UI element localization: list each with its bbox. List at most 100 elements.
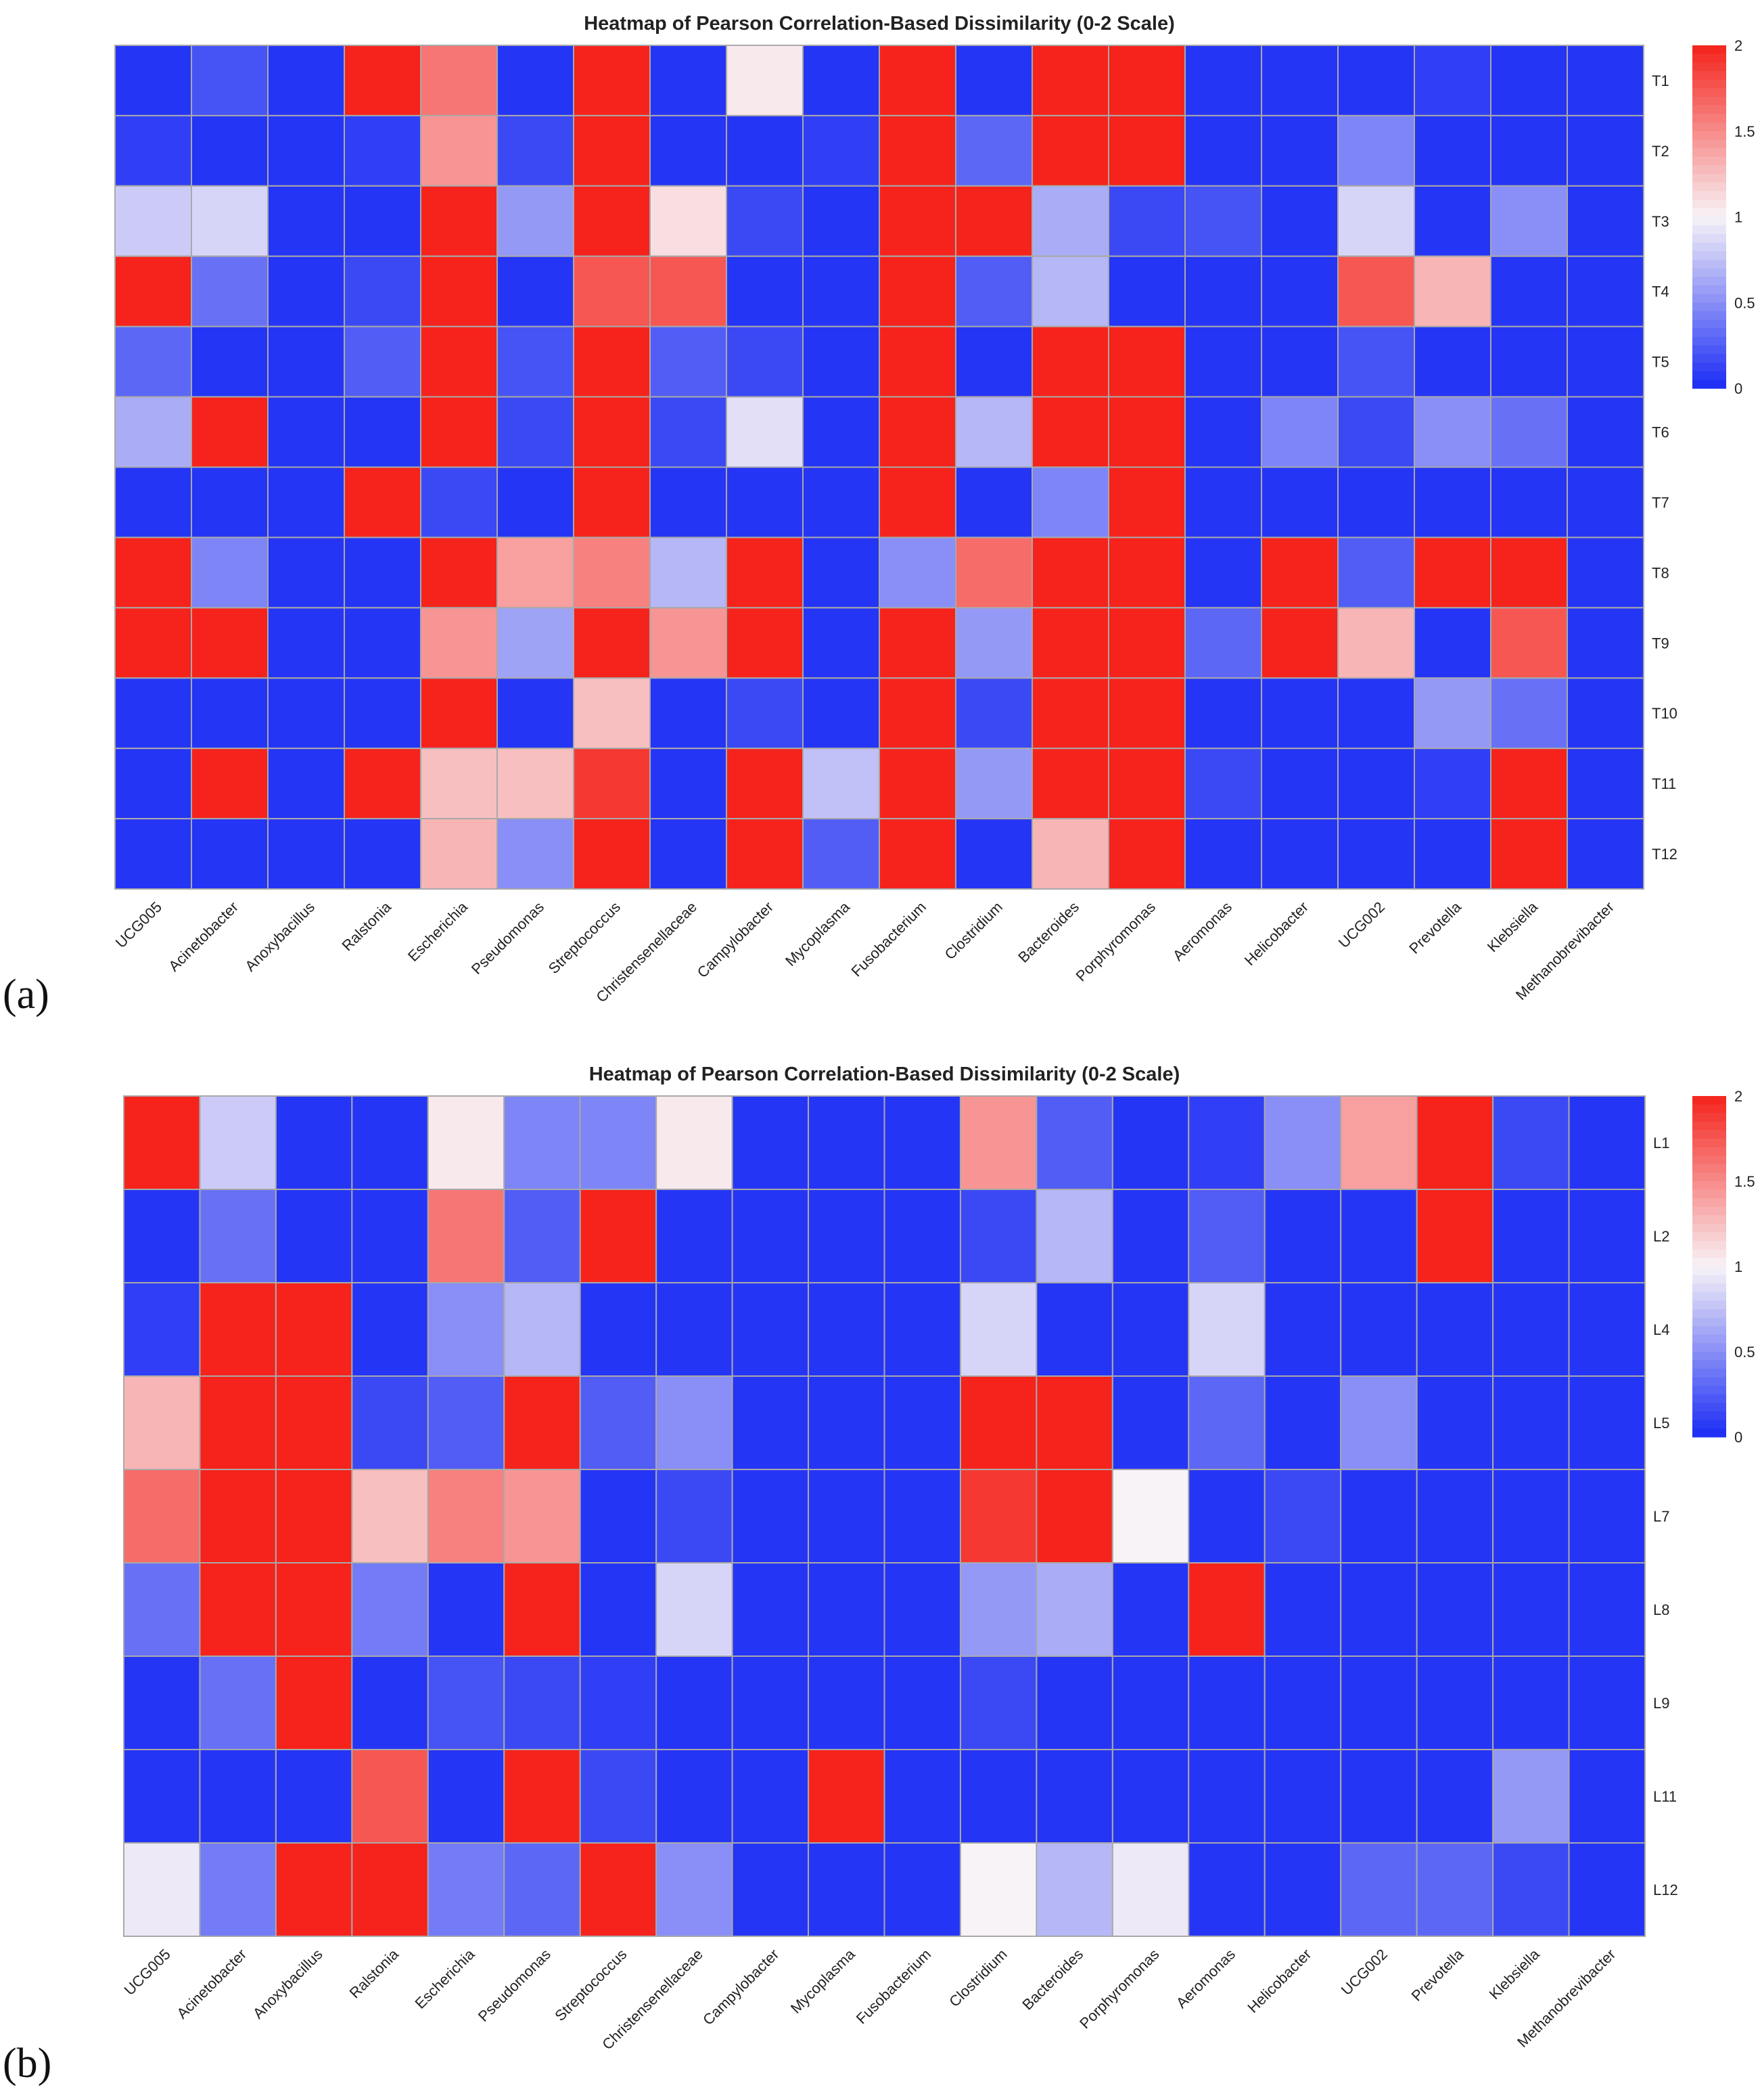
heatmap-cell-L2-Streptococcus xyxy=(579,1189,657,1283)
heatmap-cell-L11-Helicobacter xyxy=(1264,1749,1342,1844)
heatmap-cell-L12-Clostridium xyxy=(959,1842,1038,1937)
heatmap-cell-T4-Porphyromonas xyxy=(1108,255,1186,327)
heatmap-cell-T8-Escherichia xyxy=(420,537,498,609)
column-label-Pseudomonas: Pseudomonas xyxy=(475,1946,554,2025)
heatmap-cell-L5-Streptococcus xyxy=(579,1375,657,1470)
row-label-L2: L2 xyxy=(1653,1228,1669,1245)
colorbar-segment xyxy=(1692,233,1726,244)
colorbar-tick-label: 1.5 xyxy=(1734,1173,1755,1190)
heatmap-cell-T11-UCG005 xyxy=(114,748,192,820)
heatmap-cell-L5-Porphyromonas xyxy=(1111,1375,1190,1470)
heatmap-cell-T6-Methanobrevibacter xyxy=(1567,396,1644,468)
colorbar-segment xyxy=(1692,1104,1726,1114)
heatmap-cell-T5-Christensenellaceae xyxy=(649,325,727,398)
heatmap-cell-T8-Fusobacterium xyxy=(879,537,956,609)
heatmap-cell-L7-Clostridium xyxy=(959,1469,1038,1563)
heatmap-cell-L11-Prevotella xyxy=(1416,1749,1494,1844)
heatmap-cell-T6-Anoxybacillus xyxy=(267,396,345,468)
colorbar-segment xyxy=(1692,294,1726,303)
heatmap-cell-T7-Pseudomonas xyxy=(496,466,574,539)
heatmap-cell-L1-UCG005 xyxy=(123,1095,201,1190)
colorbar-segment xyxy=(1692,97,1726,106)
heatmap-cell-L4-UCG005 xyxy=(123,1282,201,1377)
heatmap-cell-T11-Methanobrevibacter xyxy=(1567,748,1644,820)
heatmap-cell-T1-Acinetobacter xyxy=(191,45,269,116)
heatmap-cell-L8-Campylobacter xyxy=(731,1562,810,1657)
heatmap-cell-T1-Mycoplasma xyxy=(802,45,880,116)
heatmap-cell-T3-Methanobrevibacter xyxy=(1567,185,1644,257)
heatmap-cell-T6-Pseudomonas xyxy=(496,396,574,468)
heatmap-cell-L4-Christensenellaceae xyxy=(655,1282,733,1377)
heatmap-cell-L8-Acinetobacter xyxy=(199,1562,277,1657)
row-label-L9: L9 xyxy=(1653,1695,1669,1712)
heatmap-cell-T3-Aeromonas xyxy=(1184,185,1262,257)
heatmap-cell-T10-Helicobacter xyxy=(1261,677,1339,750)
column-label-UCG002: UCG002 xyxy=(1335,898,1388,951)
column-label-Acinetobacter: Acinetobacter xyxy=(173,1946,250,2022)
heatmap-cell-L9-Anoxybacillus xyxy=(275,1656,353,1750)
heatmap-cell-T7-Mycoplasma xyxy=(802,466,880,539)
heatmap-cell-L7-Escherichia xyxy=(427,1469,505,1563)
colorbar-segment xyxy=(1692,191,1726,200)
heatmap-cell-L7-Ralstonia xyxy=(351,1469,429,1563)
colorbar-segment xyxy=(1692,1249,1726,1258)
heatmap-cell-L7-UCG002 xyxy=(1340,1469,1418,1563)
heatmap-cell-T10-Porphyromonas xyxy=(1108,677,1186,750)
column-label-Escherichia: Escherichia xyxy=(411,1945,478,2012)
colorbar-segment xyxy=(1692,268,1726,277)
heatmap-cell-T7-UCG002 xyxy=(1337,466,1415,539)
heatmap-cell-L9-Fusobacterium xyxy=(883,1656,961,1750)
colorbar-segment xyxy=(1692,156,1726,166)
heatmap-cell-L12-UCG002 xyxy=(1340,1842,1418,1937)
colorbar-segment xyxy=(1692,1241,1726,1250)
colorbar-segment xyxy=(1692,1334,1726,1344)
heatmap-cell-L11-Ralstonia xyxy=(351,1749,429,1844)
heatmap-cell-T12-Clostridium xyxy=(955,818,1033,890)
heatmap-cell-T10-Aeromonas xyxy=(1184,677,1262,750)
column-label-Helicobacter: Helicobacter xyxy=(1241,898,1312,969)
colorbar-segment xyxy=(1692,1232,1726,1241)
column-label-Pseudomonas: Pseudomonas xyxy=(468,898,547,978)
heatmap-cell-T11-Christensenellaceae xyxy=(649,748,727,820)
heatmap-cell-L8-UCG005 xyxy=(123,1562,201,1657)
heatmap-cell-L4-Ralstonia xyxy=(351,1282,429,1377)
heatmap-cell-T7-Aeromonas xyxy=(1184,466,1262,539)
heatmap-cell-T11-Streptococcus xyxy=(573,748,651,820)
heatmap-cell-T11-Klebsiella xyxy=(1490,748,1568,820)
heatmap-cell-T3-Christensenellaceae xyxy=(649,185,727,257)
heatmap-cell-T3-Porphyromonas xyxy=(1108,185,1186,257)
heatmap-cell-T12-Aeromonas xyxy=(1184,818,1262,890)
heatmap-cell-T4-Escherichia xyxy=(420,255,498,327)
heatmap-cell-L12-Escherichia xyxy=(427,1842,505,1937)
colorbar-segment xyxy=(1692,1147,1726,1156)
colorbar-segment xyxy=(1692,1343,1726,1352)
heatmap-cell-T1-Aeromonas xyxy=(1184,45,1262,116)
heatmap-cell-L11-Acinetobacter xyxy=(199,1749,277,1844)
heatmap-cell-T10-Escherichia xyxy=(420,677,498,750)
heatmap-cell-T12-Anoxybacillus xyxy=(267,818,345,890)
colorbar-segment xyxy=(1692,1130,1726,1139)
heatmap-cell-T9-Anoxybacillus xyxy=(267,607,345,679)
column-label-Aeromonas: Aeromonas xyxy=(1170,898,1235,964)
heatmap-cell-T6-Acinetobacter xyxy=(191,396,269,468)
heatmap-cell-L2-Helicobacter xyxy=(1264,1189,1342,1283)
colorbar-segment xyxy=(1692,62,1726,72)
colorbar-segment xyxy=(1692,165,1726,175)
heatmap-cell-T4-Clostridium xyxy=(955,255,1033,327)
heatmap-cell-L2-Clostridium xyxy=(959,1189,1038,1283)
colorbar-segment xyxy=(1692,148,1726,158)
heatmap-cell-L1-Klebsiella xyxy=(1492,1095,1570,1190)
heatmap-cell-L5-Prevotella xyxy=(1416,1375,1494,1470)
heatmap-cell-T4-UCG002 xyxy=(1337,255,1415,327)
heatmap-cell-T9-UCG002 xyxy=(1337,607,1415,679)
heatmap-cell-T4-Streptococcus xyxy=(573,255,651,327)
panel-label: (b) xyxy=(3,2040,51,2086)
heatmap-cell-T5-Klebsiella xyxy=(1490,325,1568,398)
heatmap-cell-T5-Porphyromonas xyxy=(1108,325,1186,398)
colorbar-segment xyxy=(1692,1283,1726,1293)
heatmap-cell-T6-Mycoplasma xyxy=(802,396,880,468)
heatmap-cell-L7-Porphyromonas xyxy=(1111,1469,1190,1563)
column-label-Bacteroides: Bacteroides xyxy=(1019,1946,1086,2013)
heatmap-cell-L8-Pseudomonas xyxy=(503,1562,581,1657)
heatmap-cell-L9-Aeromonas xyxy=(1188,1656,1266,1750)
